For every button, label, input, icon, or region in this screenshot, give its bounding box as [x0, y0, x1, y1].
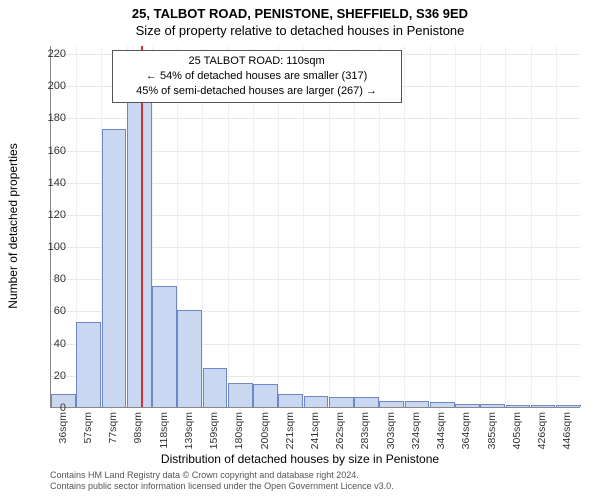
- histogram-bar: [304, 396, 329, 407]
- y-axis-label: Number of detached properties: [6, 61, 20, 226]
- y-tick-label: 140: [48, 177, 66, 189]
- x-tick-label: 446sqm: [561, 412, 573, 449]
- histogram-bar: [152, 286, 177, 407]
- x-tick-label: 36sqm: [57, 412, 69, 444]
- x-tick-label: 324sqm: [410, 412, 422, 449]
- histogram-bar: [379, 401, 404, 407]
- histogram-bar: [76, 322, 101, 407]
- gridline-v: [455, 46, 456, 407]
- histogram-bar: [177, 310, 202, 407]
- histogram-bar: [480, 404, 505, 407]
- histogram-bar: [405, 401, 430, 407]
- x-tick-label: 262sqm: [334, 412, 346, 449]
- x-tick-label: 344sqm: [435, 412, 447, 449]
- x-tick-label: 200sqm: [259, 412, 271, 449]
- chart-subtitle: Size of property relative to detached ho…: [0, 21, 600, 38]
- x-tick-label: 385sqm: [486, 412, 498, 449]
- x-tick-label: 283sqm: [359, 412, 371, 449]
- histogram-bar: [455, 404, 480, 407]
- footer-attribution: Contains HM Land Registry data © Crown c…: [50, 470, 394, 493]
- y-tick-label: 80: [54, 273, 66, 285]
- histogram-bar: [329, 397, 354, 407]
- x-tick-label: 98sqm: [132, 412, 144, 444]
- y-tick-label: 60: [54, 305, 66, 317]
- chart-title-address: 25, TALBOT ROAD, PENISTONE, SHEFFIELD, S…: [0, 0, 600, 21]
- x-tick-label: 118sqm: [158, 412, 170, 449]
- x-tick-label: 180sqm: [233, 412, 245, 449]
- gridline-v: [404, 46, 405, 407]
- histogram-bar: [506, 405, 531, 407]
- gridline-v: [556, 46, 557, 407]
- y-tick-label: 20: [54, 370, 66, 382]
- y-tick-label: 220: [48, 48, 66, 60]
- footer-line-1: Contains HM Land Registry data © Crown c…: [50, 470, 394, 481]
- gridline-v: [480, 46, 481, 407]
- histogram-bar: [228, 383, 253, 407]
- histogram-bar: [278, 394, 303, 407]
- callout-line-1: 25 TALBOT ROAD: 110sqm: [119, 54, 395, 69]
- histogram-bar: [253, 384, 278, 407]
- y-tick-label: 180: [48, 112, 66, 124]
- x-tick-label: 221sqm: [284, 412, 296, 449]
- histogram-bar: [127, 79, 152, 407]
- x-tick-label: 364sqm: [460, 412, 472, 449]
- callout-box: 25 TALBOT ROAD: 110sqm ← 54% of detached…: [112, 50, 402, 103]
- callout-line-2: ← 54% of detached houses are smaller (31…: [119, 69, 395, 84]
- gridline-v: [430, 46, 431, 407]
- x-tick-label: 159sqm: [208, 412, 220, 449]
- x-tick-label: 77sqm: [107, 412, 119, 444]
- y-tick-label: 120: [48, 209, 66, 221]
- histogram-bar: [102, 129, 127, 407]
- histogram-bar: [531, 405, 556, 407]
- x-tick-label: 426sqm: [536, 412, 548, 449]
- gridline-v: [505, 46, 506, 407]
- y-tick-label: 100: [48, 241, 66, 253]
- histogram-bar: [556, 405, 581, 407]
- histogram-bar: [203, 368, 228, 407]
- y-tick-label: 40: [54, 338, 66, 350]
- x-tick-label: 139sqm: [183, 412, 195, 449]
- histogram-bar: [354, 397, 379, 407]
- footer-line-2: Contains public sector information licen…: [50, 481, 394, 492]
- gridline-v: [531, 46, 532, 407]
- x-tick-label: 405sqm: [511, 412, 523, 449]
- histogram-bar: [430, 402, 455, 407]
- y-tick-label: 160: [48, 145, 66, 157]
- callout-line-3: 45% of semi-detached houses are larger (…: [119, 84, 395, 99]
- x-tick-label: 303sqm: [385, 412, 397, 449]
- plot-area: 25 TALBOT ROAD: 110sqm ← 54% of detached…: [50, 46, 580, 408]
- x-tick-label: 241sqm: [309, 412, 321, 449]
- x-axis-label: Distribution of detached houses by size …: [0, 452, 600, 466]
- y-tick-label: 200: [48, 80, 66, 92]
- x-tick-label: 57sqm: [82, 412, 94, 444]
